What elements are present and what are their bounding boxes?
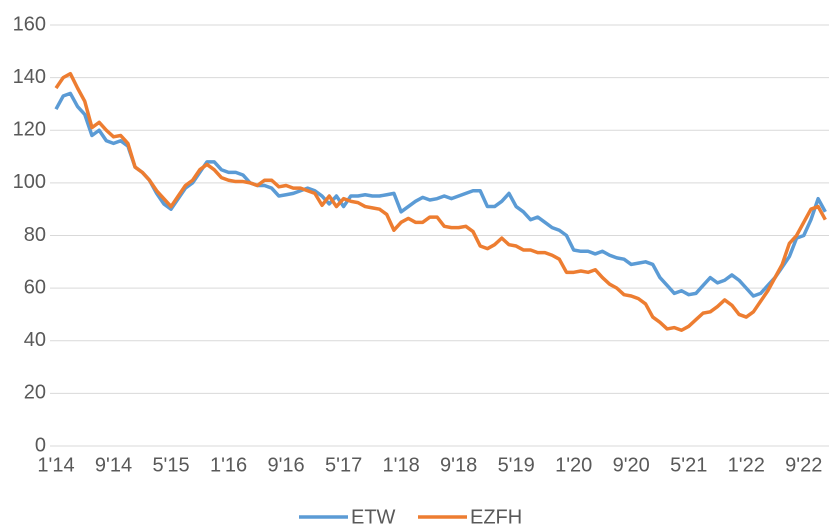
y-tick-label: 80	[24, 224, 46, 246]
y-tick-label: 40	[24, 329, 46, 351]
x-tick-label: 5'19	[498, 454, 535, 476]
x-tick-label: 1'22	[728, 454, 765, 476]
y-tick-label: 60	[24, 276, 46, 298]
x-tick-label: 1'14	[37, 454, 74, 476]
y-tick-label: 140	[13, 66, 46, 88]
legend-label: ETW	[351, 506, 396, 528]
x-tick-label: 9'20	[613, 454, 650, 476]
x-tick-label: 1'16	[210, 454, 247, 476]
series-line	[54, 91, 827, 298]
y-tick-label: 0	[35, 434, 46, 456]
x-tick-label: 9'18	[440, 454, 477, 476]
legend-label: EZFH	[470, 506, 522, 528]
x-tick-label: 1'18	[383, 454, 420, 476]
y-tick-label: 160	[13, 13, 46, 35]
x-tick-label: 5'17	[325, 454, 362, 476]
x-tick-label: 9'22	[785, 454, 822, 476]
x-tick-label: 1'20	[555, 454, 592, 476]
y-tick-label: 100	[13, 171, 46, 193]
series-line	[54, 71, 827, 332]
x-tick-label: 5'21	[670, 454, 707, 476]
y-tick-label: 20	[24, 382, 46, 404]
y-tick-label: 120	[13, 119, 46, 141]
x-tick-label: 9'16	[267, 454, 304, 476]
x-tick-label: 9'14	[95, 454, 132, 476]
x-tick-label: 5'15	[152, 454, 189, 476]
